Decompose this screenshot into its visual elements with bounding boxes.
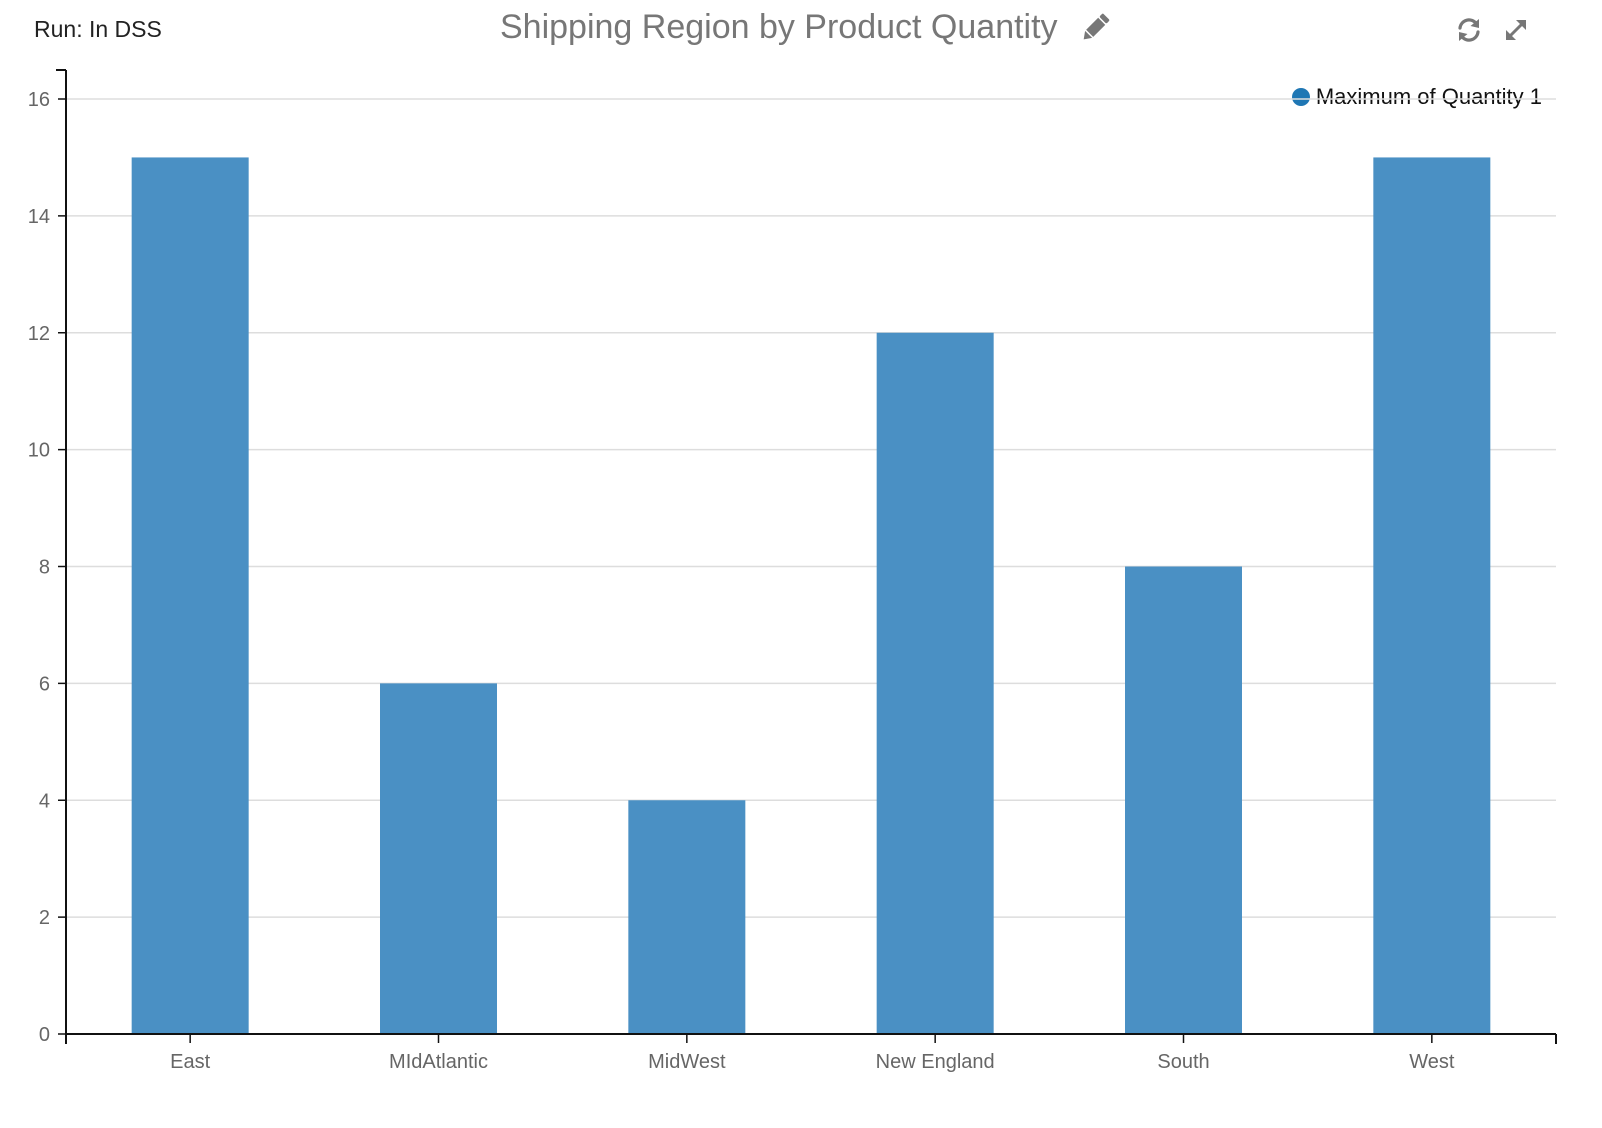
expand-button[interactable] [1502,16,1530,44]
refresh-icon [1458,18,1480,42]
pencil-icon [1083,13,1110,39]
x-tick-label: East [170,1051,210,1073]
axes: 0 2 4 6 8 10 12 14 16 East MIdAtlantic MidWest New E… [28,69,1557,1073]
x-tick-label: MIdAtlantic [389,1051,488,1073]
bar-south[interactable] [1125,566,1242,1035]
y-tick-label: 4 [39,790,50,812]
y-tick-label: 16 [28,89,50,111]
y-tick-label: 10 [28,440,50,462]
x-tick-label: MidWest [648,1051,726,1073]
x-tick-label: New England [876,1051,995,1073]
y-tick-label: 8 [39,557,50,579]
y-tick-label: 12 [28,323,50,345]
grid-lines [66,98,1556,918]
edit-title-button[interactable] [1078,11,1112,45]
bar-west[interactable] [1373,157,1491,1034]
bar-midatlantic[interactable] [380,683,497,1034]
legend-label: Maximum of Quantity 1 [1315,84,1542,109]
expand-icon [1506,20,1526,40]
bars [131,157,1491,1035]
run-label: Run: In DSS [34,16,162,42]
legend[interactable]: Maximum of Quantity 1 [1291,84,1542,110]
refresh-button[interactable] [1455,16,1483,44]
bar-midwest[interactable] [628,800,746,1034]
x-tick-label: West [1409,1051,1455,1073]
y-tick-label: 2 [39,907,50,929]
y-tick-label: 6 [39,673,50,695]
y-tick-label: 14 [28,206,50,228]
bar-new-england[interactable] [876,332,994,1034]
x-tick-label: South [1157,1051,1209,1073]
legend-swatch [1291,88,1310,106]
y-tick-label: 0 [39,1024,50,1046]
bar-east[interactable] [131,157,249,1034]
